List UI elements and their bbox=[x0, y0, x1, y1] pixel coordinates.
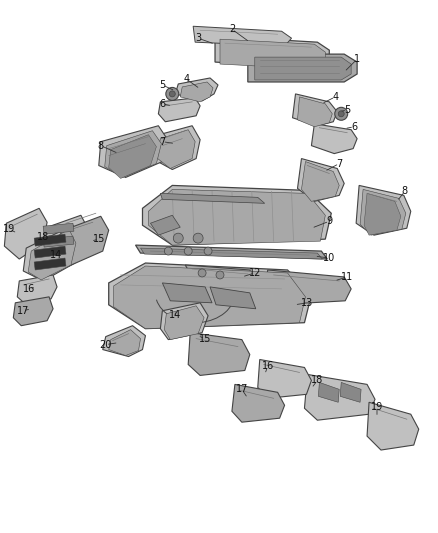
Polygon shape bbox=[293, 94, 337, 126]
Polygon shape bbox=[34, 234, 66, 246]
Text: 8: 8 bbox=[98, 141, 104, 151]
Polygon shape bbox=[175, 78, 218, 101]
Polygon shape bbox=[109, 135, 156, 179]
Polygon shape bbox=[150, 215, 180, 235]
Text: 18: 18 bbox=[37, 232, 49, 242]
Polygon shape bbox=[356, 185, 411, 235]
Polygon shape bbox=[105, 131, 161, 177]
Polygon shape bbox=[99, 126, 168, 177]
Text: 16: 16 bbox=[261, 361, 274, 372]
Polygon shape bbox=[34, 246, 66, 258]
Text: 19: 19 bbox=[3, 224, 15, 234]
Text: 4: 4 bbox=[183, 74, 189, 84]
Polygon shape bbox=[135, 245, 327, 259]
Polygon shape bbox=[103, 326, 145, 357]
Polygon shape bbox=[34, 215, 89, 267]
Polygon shape bbox=[301, 161, 339, 201]
Text: 9: 9 bbox=[326, 216, 332, 226]
Polygon shape bbox=[159, 98, 200, 122]
Circle shape bbox=[216, 271, 224, 279]
Polygon shape bbox=[114, 266, 305, 329]
Circle shape bbox=[166, 87, 179, 100]
Polygon shape bbox=[364, 193, 401, 235]
Text: 17: 17 bbox=[236, 384, 248, 394]
Polygon shape bbox=[188, 333, 250, 375]
Text: 6: 6 bbox=[159, 99, 166, 109]
Text: 8: 8 bbox=[402, 187, 408, 196]
Text: 14: 14 bbox=[169, 310, 181, 320]
Text: 6: 6 bbox=[351, 122, 357, 132]
Text: 19: 19 bbox=[371, 402, 383, 412]
Text: 18: 18 bbox=[311, 375, 324, 385]
Polygon shape bbox=[150, 126, 200, 169]
Polygon shape bbox=[164, 306, 204, 340]
Polygon shape bbox=[23, 225, 81, 281]
Text: 20: 20 bbox=[99, 340, 112, 350]
Polygon shape bbox=[210, 287, 256, 309]
Polygon shape bbox=[43, 236, 74, 247]
Circle shape bbox=[173, 233, 183, 243]
Circle shape bbox=[193, 233, 203, 243]
Polygon shape bbox=[156, 130, 195, 168]
Circle shape bbox=[170, 91, 175, 97]
Circle shape bbox=[204, 247, 212, 255]
Polygon shape bbox=[59, 216, 109, 266]
Text: 13: 13 bbox=[301, 298, 314, 308]
Polygon shape bbox=[258, 360, 311, 398]
Polygon shape bbox=[160, 303, 208, 340]
Circle shape bbox=[338, 111, 344, 117]
Text: 16: 16 bbox=[23, 284, 35, 294]
Polygon shape bbox=[297, 97, 332, 127]
Polygon shape bbox=[109, 263, 311, 329]
Text: 5: 5 bbox=[159, 80, 166, 90]
Polygon shape bbox=[215, 36, 329, 68]
Polygon shape bbox=[367, 402, 419, 450]
Polygon shape bbox=[4, 208, 47, 259]
Text: 4: 4 bbox=[332, 92, 338, 102]
Text: 14: 14 bbox=[50, 250, 62, 260]
Text: 1: 1 bbox=[354, 54, 360, 64]
Text: 7: 7 bbox=[159, 136, 166, 147]
Circle shape bbox=[335, 107, 348, 120]
Polygon shape bbox=[162, 283, 212, 303]
Circle shape bbox=[198, 269, 206, 277]
Polygon shape bbox=[255, 57, 351, 80]
Polygon shape bbox=[148, 189, 325, 245]
Text: 11: 11 bbox=[341, 272, 353, 282]
Text: 17: 17 bbox=[17, 306, 29, 316]
Text: 12: 12 bbox=[249, 268, 261, 278]
Polygon shape bbox=[340, 382, 361, 402]
Polygon shape bbox=[248, 54, 357, 82]
Polygon shape bbox=[265, 270, 351, 305]
Polygon shape bbox=[43, 223, 74, 234]
Polygon shape bbox=[360, 189, 406, 235]
Polygon shape bbox=[297, 158, 344, 201]
Text: 7: 7 bbox=[336, 158, 343, 168]
Polygon shape bbox=[180, 82, 213, 102]
Polygon shape bbox=[17, 275, 57, 305]
Text: 15: 15 bbox=[92, 234, 105, 244]
Polygon shape bbox=[28, 229, 76, 280]
Polygon shape bbox=[220, 39, 325, 69]
Circle shape bbox=[164, 247, 172, 255]
Polygon shape bbox=[160, 193, 265, 203]
Text: 5: 5 bbox=[344, 105, 350, 115]
Text: 2: 2 bbox=[229, 24, 235, 34]
Polygon shape bbox=[141, 248, 322, 259]
Polygon shape bbox=[13, 297, 53, 326]
Polygon shape bbox=[193, 26, 292, 46]
Text: 10: 10 bbox=[323, 253, 336, 263]
Polygon shape bbox=[318, 382, 339, 402]
Circle shape bbox=[184, 247, 192, 255]
Polygon shape bbox=[34, 258, 66, 270]
Polygon shape bbox=[232, 384, 285, 422]
Polygon shape bbox=[142, 185, 331, 245]
Text: 15: 15 bbox=[199, 334, 211, 344]
Polygon shape bbox=[185, 265, 256, 281]
Polygon shape bbox=[311, 124, 357, 154]
Text: 3: 3 bbox=[195, 33, 201, 43]
Polygon shape bbox=[304, 375, 375, 420]
Polygon shape bbox=[109, 330, 141, 356]
